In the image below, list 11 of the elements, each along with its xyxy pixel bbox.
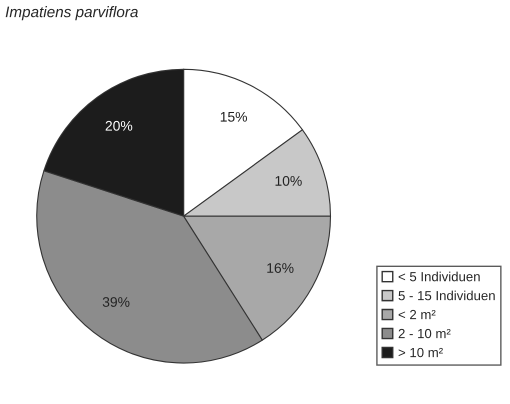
legend-label: 5 - 15 Individuen [398, 290, 495, 300]
data-label: 20% [106, 120, 132, 131]
legend-label: 2 - 10 m² [398, 328, 451, 338]
data-label: 10% [276, 176, 302, 186]
legend-label: < 5 Individuen [398, 272, 480, 282]
data-label: 15% [220, 112, 248, 122]
chart-title: Impatiens parviflora [6, 6, 138, 20]
data-label: 39% [102, 297, 130, 307]
legend-label: > 10 m² [398, 348, 443, 358]
data-label: 16% [267, 263, 294, 273]
legend-label: < 2 m² [398, 310, 436, 320]
